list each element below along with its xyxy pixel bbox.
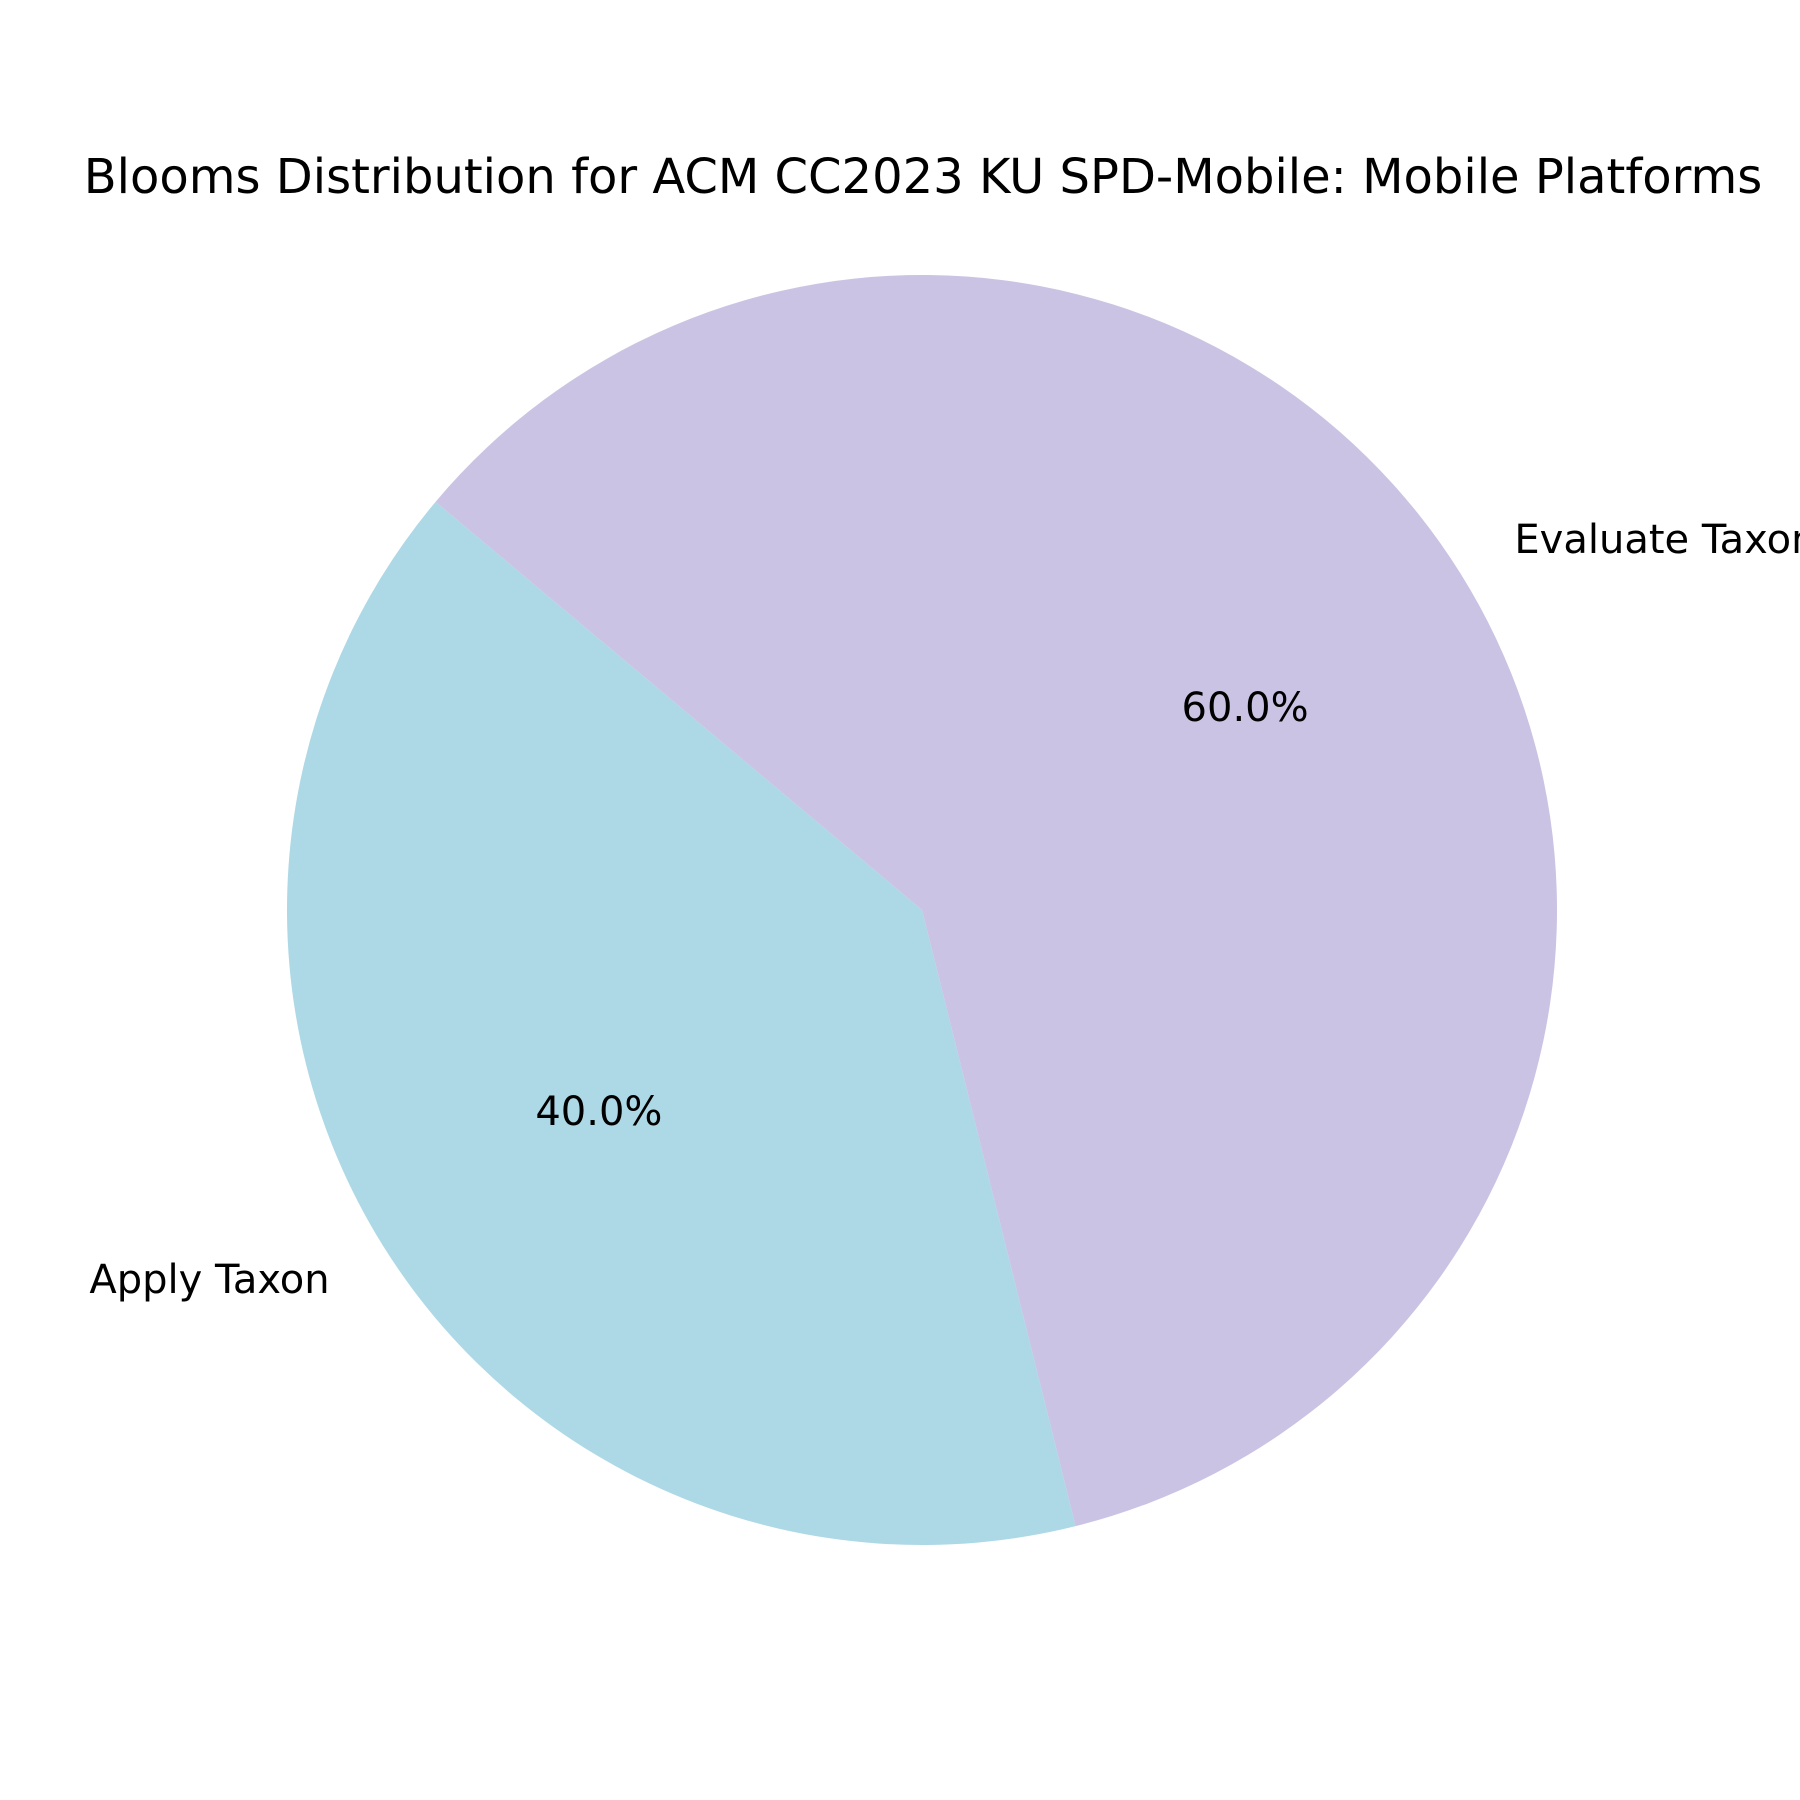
pie-labels: Apply Taxon 40.0% Evaluate Taxon 60.0% [89, 517, 1800, 1303]
slice-percent-1: 40.0% [535, 1089, 662, 1135]
slice-label-1: Apply Taxon [89, 1257, 329, 1303]
pie-slices [286, 275, 1557, 1546]
slice-label-2: Evaluate Taxon [1514, 517, 1800, 563]
slice-percent-2: 60.0% [1182, 685, 1309, 731]
chart-title: Blooms Distribution for ACM CC2023 KU SP… [84, 149, 1763, 205]
pie-slice-1 [286, 501, 1076, 1546]
pie-slice-2 [435, 275, 1557, 1527]
